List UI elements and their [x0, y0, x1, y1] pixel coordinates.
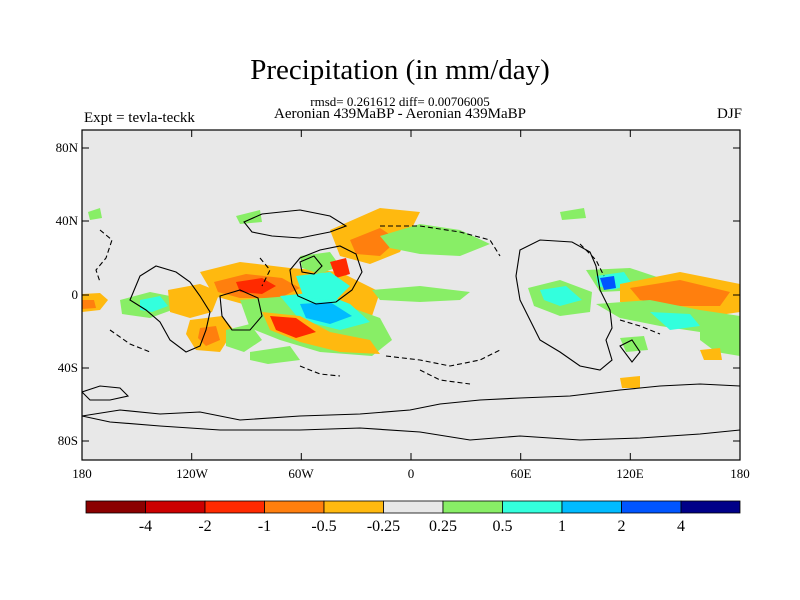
anomaly-patch: [88, 208, 102, 220]
experiment-label: Expt = tevla-teckk: [84, 110, 195, 126]
colorbar-box-3: [204, 500, 265, 514]
dashed-coastline: [109, 329, 151, 353]
colorbar-label: 2: [617, 518, 626, 535]
anomaly-patch: [198, 326, 220, 346]
dashed-coastline: [385, 349, 501, 367]
anomaly-patch: [296, 272, 350, 300]
colorbar-label: 0.5: [492, 518, 513, 535]
dashed-coastline: [619, 319, 661, 335]
colorbar-box-11: [680, 500, 741, 514]
colorbar-box-9: [561, 500, 622, 514]
colorbar-label: 1: [558, 518, 566, 535]
season-label: DJF: [716, 106, 742, 122]
anomaly-patch: [250, 346, 300, 364]
anomaly-patch: [372, 286, 470, 302]
anomaly-patch: [82, 300, 96, 309]
colorbar-box-7: [442, 500, 503, 514]
lon-label-60e: 60E: [510, 466, 532, 481]
stats-line: rmsd= 0.261612 diff= 0.00706005: [310, 94, 490, 109]
dashed-coastline: [380, 225, 501, 257]
colorbar-box-6: [383, 500, 444, 514]
lon-label-0: 0: [407, 466, 415, 481]
anomaly-patch: [620, 376, 640, 388]
anomaly-patch: [540, 286, 582, 306]
dashed-coastline: [419, 369, 471, 385]
subtitle: Aeronian 439MaBP - Aeronian 439MaBP: [274, 106, 526, 122]
anomaly-patch: [700, 348, 722, 360]
coastline: [219, 289, 263, 331]
anomaly-patch: [236, 278, 276, 294]
lat-label-80s: 80S: [57, 433, 78, 448]
anomaly-patch: [330, 258, 350, 278]
colorbar-label: -0.5: [311, 518, 337, 535]
chart-title: Precipitation (in mm/day): [250, 54, 550, 86]
anomaly-patch: [700, 322, 740, 356]
coastline: [299, 255, 323, 275]
coastline: [243, 209, 348, 239]
coastline: [619, 339, 641, 363]
coastline: [82, 415, 740, 441]
colorbar-box-4: [264, 500, 325, 514]
colorbar-label: 4: [677, 518, 685, 535]
anomaly-patch: [380, 224, 490, 256]
anomaly-patch: [620, 336, 648, 352]
anomaly-patch: [226, 324, 262, 352]
dashed-coastline: [95, 229, 113, 283]
anomaly-patch: [560, 208, 586, 220]
lat-label-0: 0: [71, 287, 79, 302]
lon-label-180e: 180: [730, 466, 750, 481]
coastline: [82, 385, 130, 401]
colorbar-label: -2: [198, 518, 212, 535]
coastline: [289, 245, 363, 305]
lon-label-60w: 60W: [288, 466, 314, 481]
anomaly-patch: [300, 302, 352, 324]
anomaly-patch: [600, 276, 616, 290]
anomaly-patch: [140, 296, 168, 312]
dashed-coastline: [299, 365, 341, 377]
lat-label-80n: 80N: [55, 140, 78, 155]
colorbar-box-8: [502, 500, 563, 514]
lat-ticks: [82, 147, 740, 442]
lon-ticks: [191, 130, 631, 460]
colorbar-box-1: [85, 500, 146, 514]
colorbar-box-2: [145, 500, 206, 514]
colorbar-label: -1: [257, 518, 272, 535]
anomaly-patch: [168, 284, 220, 318]
anomaly-patch: [650, 312, 700, 330]
lat-label-40n: 40N: [55, 213, 78, 228]
colorbar-box-5: [323, 500, 384, 514]
dashed-coastline: [579, 243, 605, 277]
anomaly-patch: [236, 210, 262, 224]
colorbar-box-10: [621, 500, 682, 514]
coastlines: [82, 209, 740, 441]
coastline: [82, 383, 740, 421]
anomaly-patch: [270, 316, 316, 338]
precip-anomaly-layer: [82, 208, 740, 388]
coastline: [129, 265, 211, 353]
paleo-coastlines-dashed: [95, 225, 661, 385]
anomaly-patch: [630, 280, 730, 306]
dashed-coastline: [259, 257, 271, 287]
colorbar-label: -4: [138, 518, 153, 535]
lon-label-180w: 180: [72, 466, 92, 481]
colorbar: [85, 500, 741, 514]
lon-label-120w: 120W: [176, 466, 208, 481]
lat-label-40s: 40S: [57, 360, 78, 375]
lon-label-120e: 120E: [616, 466, 644, 481]
colorbar-label: 0.25: [429, 518, 457, 535]
colorbar-label: -0.25: [366, 518, 401, 535]
